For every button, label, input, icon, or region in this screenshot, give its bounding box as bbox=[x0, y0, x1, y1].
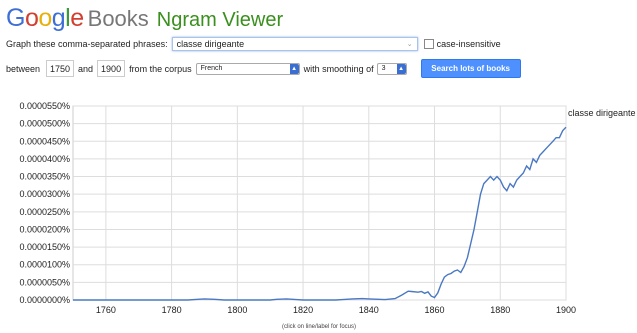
phrase-row: Graph these comma-separated phrases: cla… bbox=[6, 37, 501, 51]
app-header: Google Books Ngram Viewer bbox=[6, 4, 283, 32]
y-tick-label: 0.0000050% bbox=[19, 277, 70, 287]
phrase-input[interactable]: classe dirigeante ⌄ bbox=[171, 37, 418, 51]
page-title: Ngram Viewer bbox=[156, 9, 284, 31]
logo-letter: o bbox=[38, 4, 52, 32]
smoothing-value: 3 bbox=[381, 65, 386, 72]
google-logo[interactable]: Google bbox=[6, 4, 84, 33]
search-button[interactable]: Search lots of books bbox=[420, 59, 521, 78]
y-tick-label: 0.0000250% bbox=[19, 207, 70, 217]
logo-letter: l bbox=[65, 4, 71, 32]
between-label: between bbox=[6, 63, 41, 74]
graph-label: Graph these comma-separated phrases: bbox=[6, 39, 168, 49]
y-axis-ticks: 0.0000000% 0.0000050% 0.0000100% 0.0000150%… bbox=[19, 101, 70, 305]
x-tick-label: 1900 bbox=[556, 305, 576, 315]
y-tick-label: 0.0000350% bbox=[19, 172, 70, 182]
logo-letter: g bbox=[51, 4, 66, 32]
select-arrow-icon: ▲︎ bbox=[289, 63, 299, 74]
phrase-value: classe dirigeante bbox=[176, 39, 245, 49]
series-label[interactable]: classe dirigeante bbox=[568, 108, 636, 118]
series-line-classe-dirigeante[interactable] bbox=[73, 126, 567, 301]
plot-frame bbox=[72, 105, 567, 301]
and-label: and bbox=[78, 63, 94, 74]
case-insensitive-label: case-insensitive bbox=[436, 39, 501, 49]
y-tick-label: 0.0000500% bbox=[19, 119, 70, 129]
y-tick-label: 0.0000200% bbox=[19, 224, 70, 234]
ngram-chart: 0.0000000% 0.0000050% 0.0000100% 0.0000150%… bbox=[19, 101, 636, 330]
y-tick-label: 0.0000400% bbox=[19, 154, 70, 164]
corpus-select[interactable]: French ▲︎ bbox=[195, 62, 300, 75]
logo-letter: o bbox=[24, 4, 39, 32]
x-tick-label: 1860 bbox=[425, 305, 445, 315]
year-start-input[interactable]: 1750 bbox=[46, 60, 75, 77]
books-wordmark: Books bbox=[87, 6, 149, 31]
select-arrow-icon: ▲︎ bbox=[396, 63, 406, 74]
chart-grid bbox=[72, 105, 567, 301]
y-tick-label: 0.0000550% bbox=[19, 101, 70, 111]
case-insensitive-checkbox[interactable] bbox=[423, 39, 434, 49]
settings-row: between 1750 and 1900 from the corpus Fr… bbox=[6, 59, 521, 78]
y-tick-label: 0.0000100% bbox=[19, 260, 70, 270]
focus-note: (click on line/label for focus) bbox=[282, 324, 356, 330]
x-axis-ticks: 1760 1780 1800 1820 1840 1860 1880 1900 bbox=[96, 305, 576, 315]
smoothing-select[interactable]: 3 ▲︎ bbox=[376, 62, 407, 75]
corpus-label: from the corpus bbox=[129, 63, 192, 74]
x-tick-label: 1760 bbox=[96, 305, 116, 315]
x-tick-label: 1840 bbox=[359, 305, 379, 315]
y-tick-label: 0.0000300% bbox=[19, 189, 70, 199]
x-tick-label: 1780 bbox=[162, 305, 182, 315]
logo-letter: e bbox=[70, 4, 84, 32]
smoothing-label: with smoothing of bbox=[303, 63, 374, 74]
x-tick-label: 1800 bbox=[227, 305, 247, 315]
chevron-down-icon[interactable]: ⌄ bbox=[406, 41, 413, 48]
corpus-value: French bbox=[200, 65, 223, 72]
y-tick-label: 0.0000450% bbox=[19, 136, 70, 146]
y-tick-label: 0.0000000% bbox=[19, 295, 70, 305]
x-tick-label: 1820 bbox=[293, 305, 313, 315]
x-tick-label: 1880 bbox=[490, 305, 510, 315]
logo-letter: G bbox=[6, 4, 25, 32]
year-end-input[interactable]: 1900 bbox=[97, 60, 126, 77]
y-tick-label: 0.0000150% bbox=[19, 242, 70, 252]
